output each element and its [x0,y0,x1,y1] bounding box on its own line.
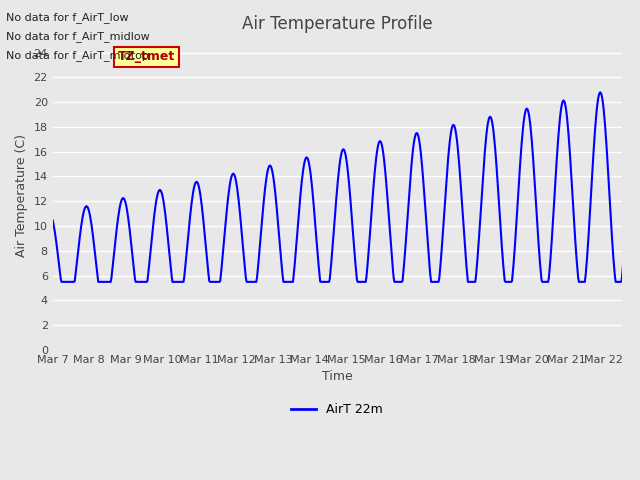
Title: Air Temperature Profile: Air Temperature Profile [242,15,433,33]
Text: No data for f_AirT_midlow: No data for f_AirT_midlow [6,31,150,42]
X-axis label: Time: Time [322,371,353,384]
Legend: AirT 22m: AirT 22m [286,398,388,421]
Y-axis label: Air Temperature (C): Air Temperature (C) [15,133,28,257]
Text: TZ_tmet: TZ_tmet [118,50,175,63]
Text: No data for f_AirT_midtop: No data for f_AirT_midtop [6,50,149,61]
Text: No data for f_AirT_low: No data for f_AirT_low [6,12,129,23]
